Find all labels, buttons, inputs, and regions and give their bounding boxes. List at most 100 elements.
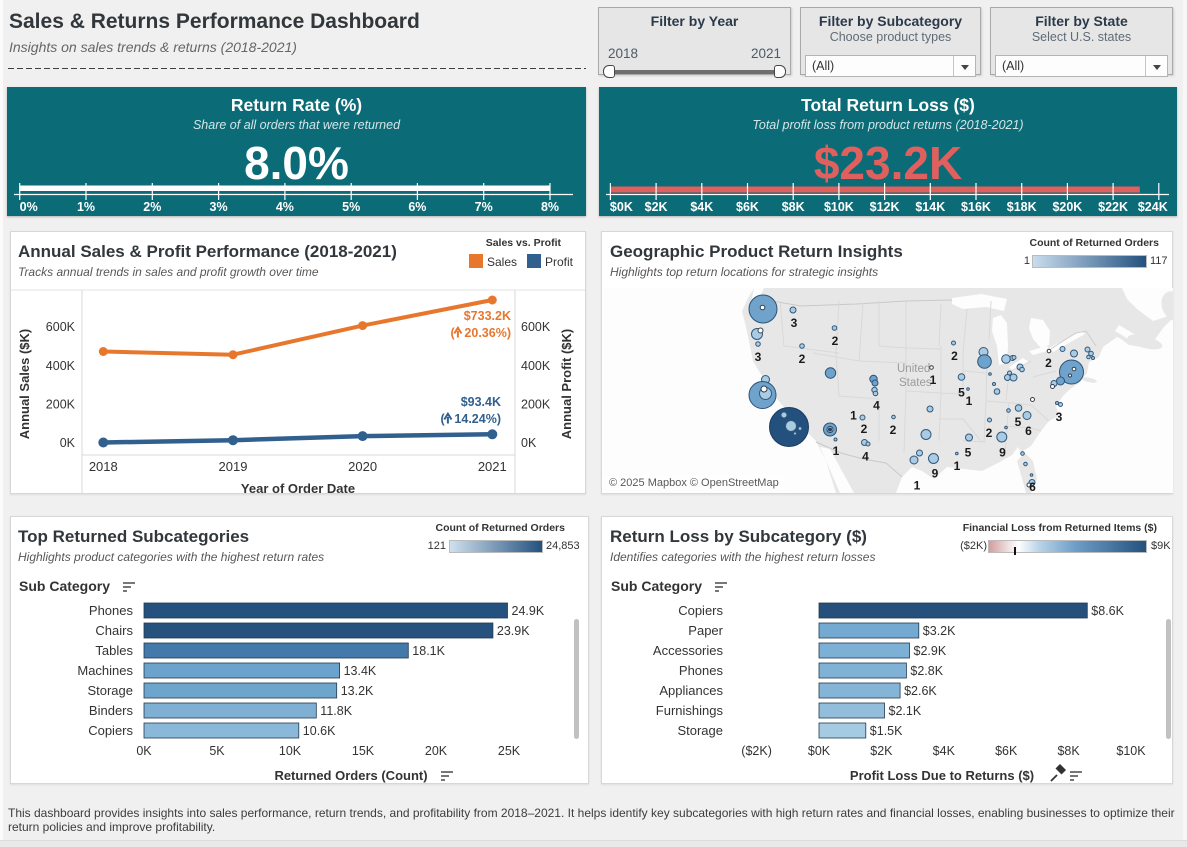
svg-text:6: 6 bbox=[1029, 480, 1036, 493]
svg-text:Tables: Tables bbox=[95, 643, 133, 658]
svg-text:400K: 400K bbox=[46, 359, 76, 373]
svg-text:$2.8K: $2.8K bbox=[910, 664, 943, 678]
svg-text:$8K: $8K bbox=[1057, 744, 1080, 758]
svg-text:5: 5 bbox=[958, 386, 965, 400]
svg-text:$0K: $0K bbox=[808, 744, 831, 758]
svg-text:$2K: $2K bbox=[870, 744, 893, 758]
svg-text:1: 1 bbox=[966, 394, 973, 408]
svg-text:7%: 7% bbox=[475, 200, 493, 214]
svg-text:Annual Sales ($K): Annual Sales ($K) bbox=[17, 329, 32, 440]
svg-text:United: United bbox=[897, 363, 930, 375]
svg-text:200K: 200K bbox=[46, 398, 76, 412]
svg-text:Copiers: Copiers bbox=[88, 723, 133, 738]
svg-text:Copiers: Copiers bbox=[678, 603, 723, 618]
svg-text:Furnishings: Furnishings bbox=[656, 703, 724, 718]
svg-text:20K: 20K bbox=[425, 744, 448, 758]
svg-text:2%: 2% bbox=[143, 200, 161, 214]
svg-text:Phones: Phones bbox=[89, 603, 134, 618]
svg-text:$2.1K: $2.1K bbox=[889, 704, 922, 718]
svg-text:Storage: Storage bbox=[677, 723, 723, 738]
svg-text:3: 3 bbox=[755, 350, 762, 364]
svg-text:$10K: $10K bbox=[1116, 744, 1146, 758]
svg-text:States: States bbox=[899, 377, 932, 389]
svg-text:Binders: Binders bbox=[89, 703, 134, 718]
svg-text:13.4K: 13.4K bbox=[344, 664, 377, 678]
svg-text:$3.2K: $3.2K bbox=[923, 624, 956, 638]
svg-text:Chairs: Chairs bbox=[95, 623, 133, 638]
svg-text:Profit Loss Due to Returns ($): Profit Loss Due to Returns ($) bbox=[850, 768, 1034, 783]
svg-text:600K: 600K bbox=[521, 320, 551, 334]
svg-text:2: 2 bbox=[986, 426, 993, 440]
svg-text:25K: 25K bbox=[498, 744, 521, 758]
svg-text:$0K: $0K bbox=[610, 200, 633, 214]
svg-text:5K: 5K bbox=[209, 744, 225, 758]
svg-text:$93.4K: $93.4K bbox=[461, 395, 501, 409]
svg-text:3: 3 bbox=[791, 316, 798, 330]
svg-text:0K: 0K bbox=[60, 436, 76, 450]
svg-text:$2K: $2K bbox=[645, 200, 668, 214]
svg-text:1: 1 bbox=[914, 479, 921, 493]
svg-text:8%: 8% bbox=[541, 200, 559, 214]
svg-text:$12K: $12K bbox=[870, 200, 900, 214]
svg-text:5: 5 bbox=[1015, 415, 1022, 429]
svg-text:( 14.24%): ( 14.24%) bbox=[441, 412, 501, 426]
svg-text:$18K: $18K bbox=[1007, 200, 1037, 214]
svg-text:5%: 5% bbox=[342, 200, 360, 214]
svg-text:Year of Order Date: Year of Order Date bbox=[241, 481, 355, 493]
svg-text:6: 6 bbox=[1025, 424, 1032, 438]
svg-text:4: 4 bbox=[862, 450, 869, 464]
svg-text:1: 1 bbox=[850, 409, 857, 423]
svg-text:$4K: $4K bbox=[690, 200, 713, 214]
svg-text:2018: 2018 bbox=[89, 459, 118, 474]
svg-text:$6K: $6K bbox=[736, 200, 759, 214]
svg-text:0%: 0% bbox=[20, 200, 38, 214]
svg-text:24.9K: 24.9K bbox=[512, 604, 545, 618]
svg-text:600K: 600K bbox=[46, 320, 76, 334]
svg-text:0K: 0K bbox=[136, 744, 152, 758]
svg-text:$4K: $4K bbox=[933, 744, 956, 758]
svg-text:$6K: $6K bbox=[995, 744, 1018, 758]
svg-text:Returned Orders (Count): Returned Orders (Count) bbox=[274, 768, 427, 783]
svg-text:10.6K: 10.6K bbox=[303, 724, 336, 738]
svg-text:4%: 4% bbox=[276, 200, 294, 214]
svg-text:Sub Category: Sub Category bbox=[611, 578, 702, 594]
svg-text:$24K: $24K bbox=[1138, 200, 1168, 214]
svg-text:5: 5 bbox=[965, 446, 972, 460]
svg-text:Sub Category: Sub Category bbox=[19, 578, 110, 594]
svg-text:Machines: Machines bbox=[77, 663, 133, 678]
svg-text:200K: 200K bbox=[521, 398, 551, 412]
svg-text:1: 1 bbox=[954, 459, 961, 473]
svg-text:2: 2 bbox=[832, 334, 839, 348]
svg-text:$1.5K: $1.5K bbox=[870, 724, 903, 738]
svg-text:3: 3 bbox=[1056, 410, 1063, 424]
svg-text:18.1K: 18.1K bbox=[412, 644, 445, 658]
svg-text:2: 2 bbox=[861, 422, 868, 436]
svg-text:9: 9 bbox=[932, 467, 939, 481]
svg-text:Storage: Storage bbox=[87, 683, 133, 698]
svg-text:2: 2 bbox=[1045, 356, 1052, 370]
svg-text:400K: 400K bbox=[521, 359, 551, 373]
svg-text:13.2K: 13.2K bbox=[341, 684, 374, 698]
svg-text:3%: 3% bbox=[210, 200, 228, 214]
svg-text:2021: 2021 bbox=[478, 459, 507, 474]
svg-text:($2K): ($2K) bbox=[741, 744, 772, 758]
svg-text:$14K: $14K bbox=[915, 200, 945, 214]
svg-text:10K: 10K bbox=[279, 744, 302, 758]
svg-text:2: 2 bbox=[890, 423, 897, 437]
svg-text:Paper: Paper bbox=[688, 623, 723, 638]
svg-text:$8K: $8K bbox=[782, 200, 805, 214]
svg-text:2019: 2019 bbox=[219, 459, 248, 474]
svg-text:$733.2K: $733.2K bbox=[464, 309, 511, 323]
svg-text:$8.6K: $8.6K bbox=[1091, 604, 1124, 618]
svg-text:$16K: $16K bbox=[961, 200, 991, 214]
svg-text:Phones: Phones bbox=[679, 663, 724, 678]
svg-text:2: 2 bbox=[799, 352, 806, 366]
svg-text:15K: 15K bbox=[352, 744, 375, 758]
svg-text:0K: 0K bbox=[521, 436, 537, 450]
svg-text:6%: 6% bbox=[408, 200, 426, 214]
svg-text:11.8K: 11.8K bbox=[320, 704, 352, 718]
svg-text:Annual Profit ($K): Annual Profit ($K) bbox=[559, 329, 574, 440]
svg-text:( 20.36%): ( 20.36%) bbox=[451, 326, 511, 340]
svg-text:$10K: $10K bbox=[824, 200, 854, 214]
svg-text:23.9K: 23.9K bbox=[497, 624, 530, 638]
